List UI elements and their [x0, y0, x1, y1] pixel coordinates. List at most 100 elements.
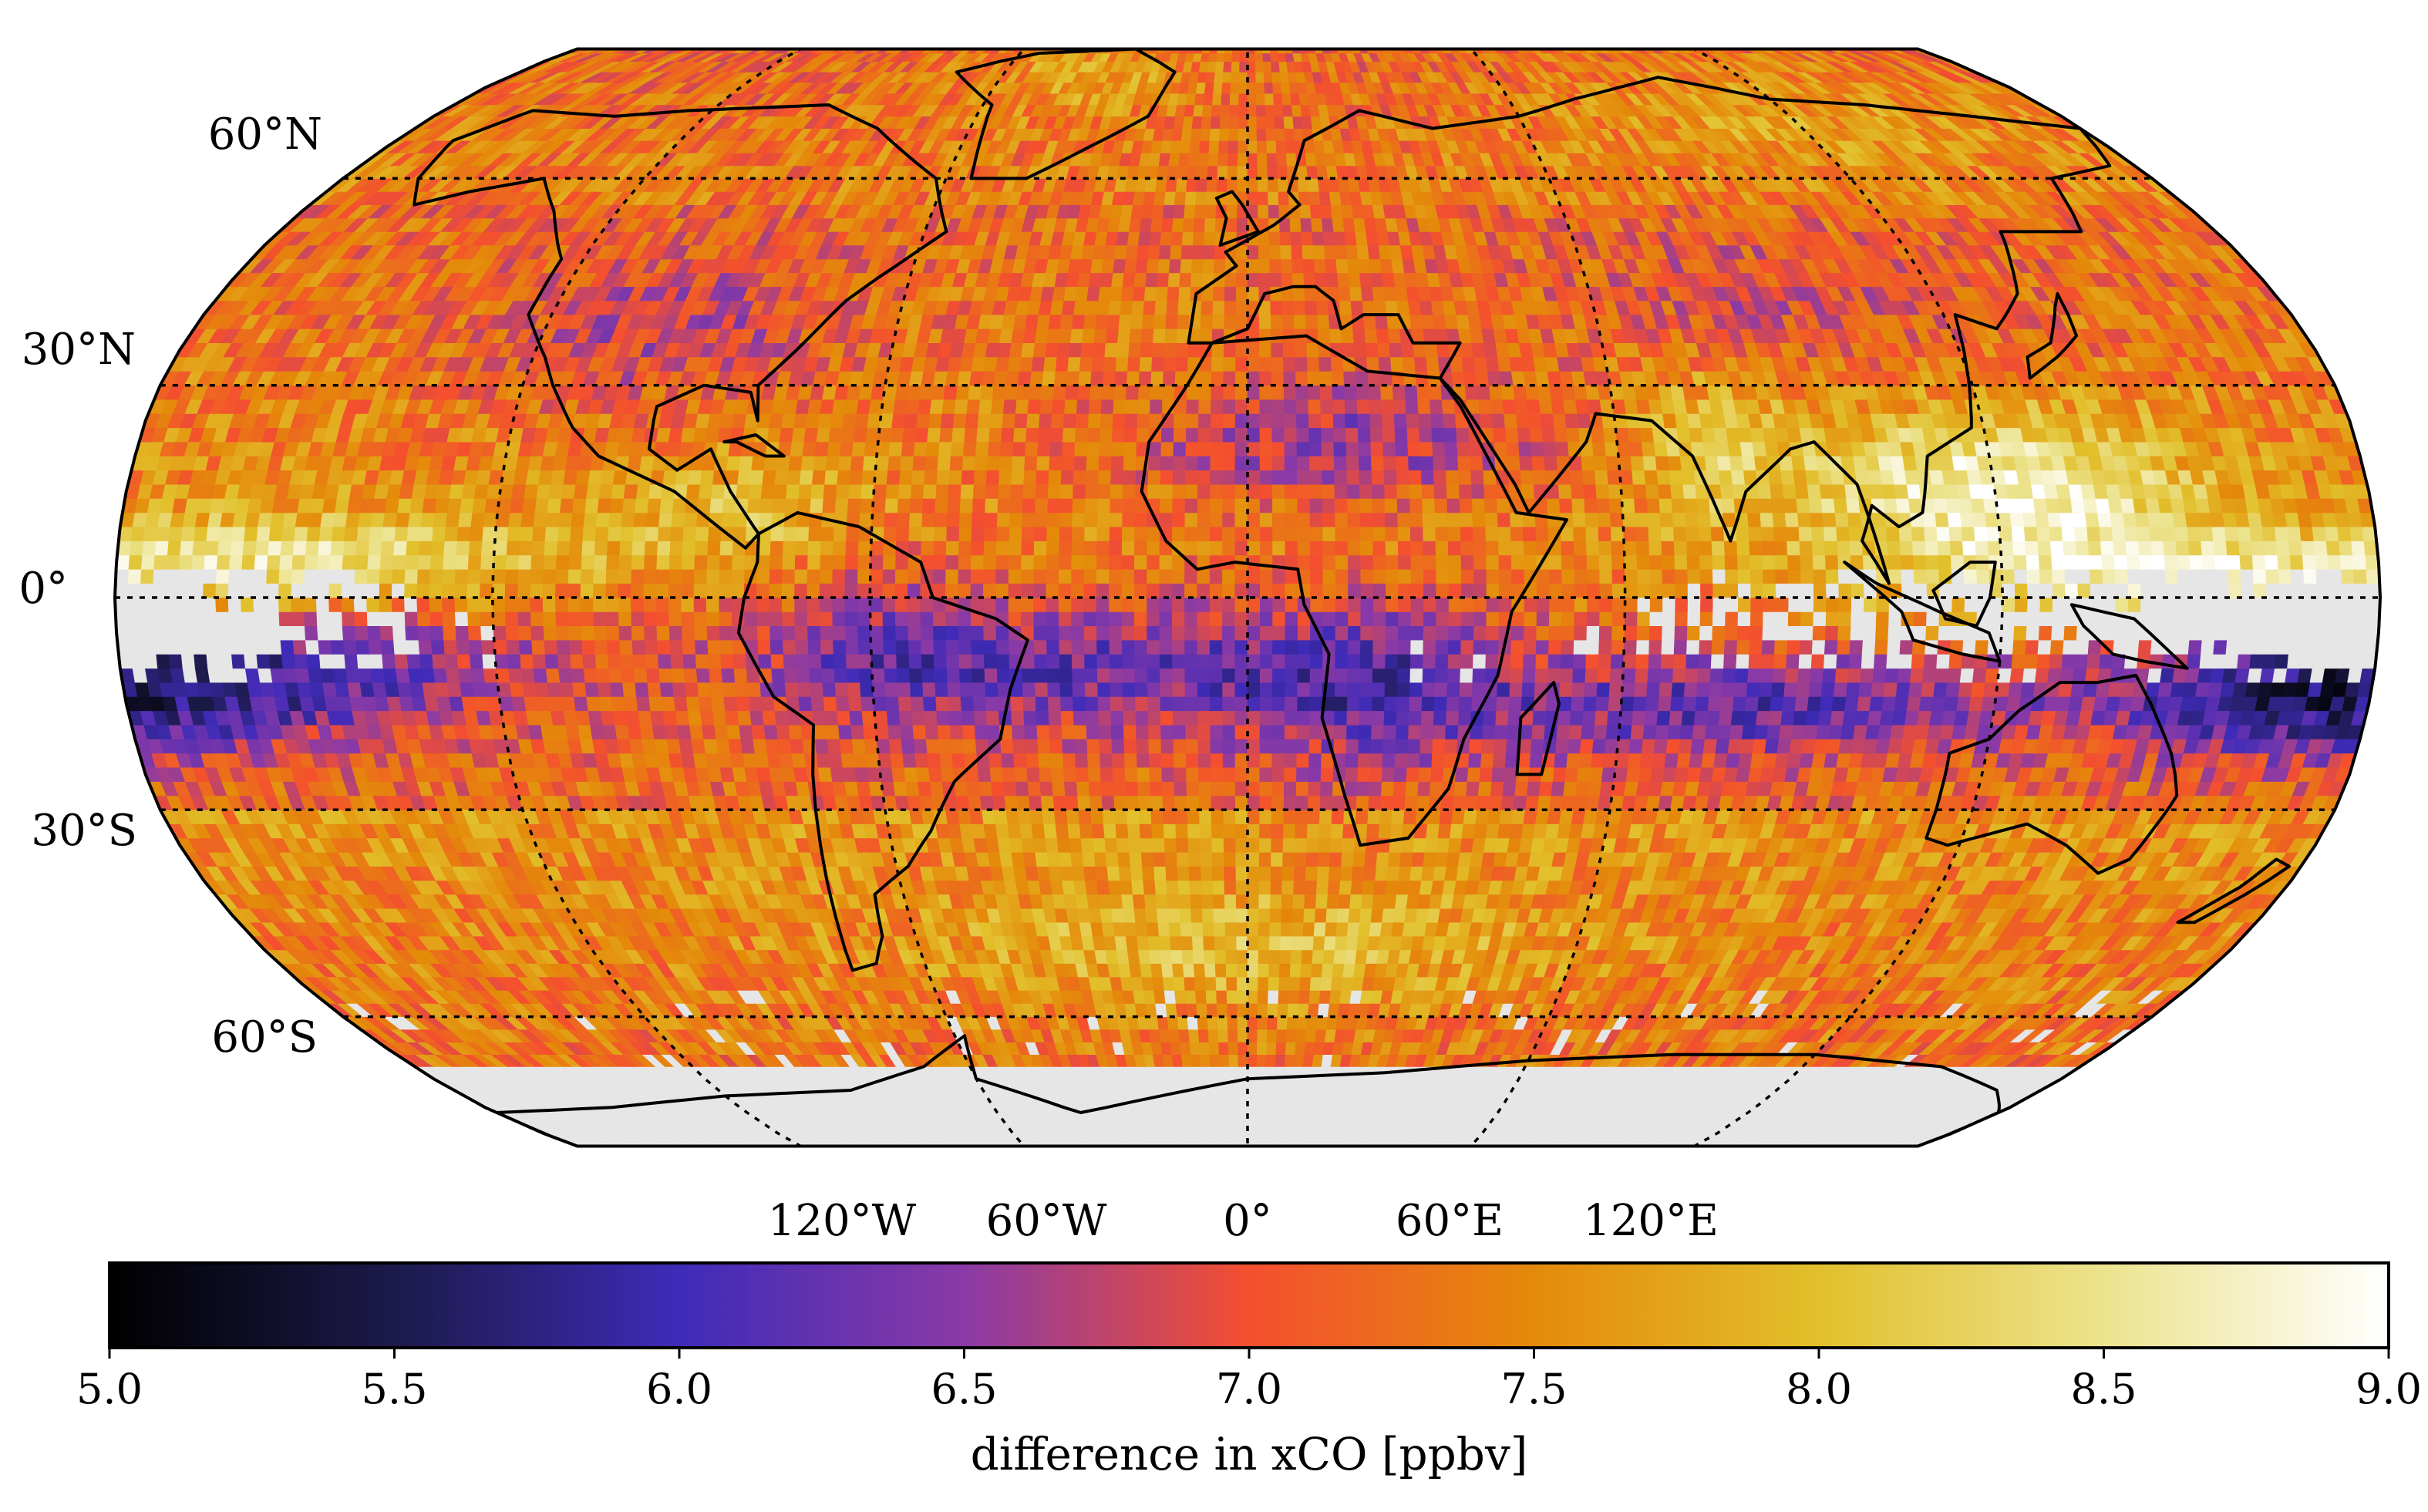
- grid-cell: [1216, 990, 1227, 1004]
- grid-cell: [1509, 1163, 1524, 1168]
- grid-cell: [1318, 990, 1332, 1004]
- grid-cell: [1290, 949, 1303, 964]
- grid-cell: [999, 1157, 1013, 1163]
- grid-cell: [1702, 1150, 1723, 1157]
- grid-cell: [816, 1150, 836, 1157]
- grid-cell: [1189, 880, 1202, 895]
- grid-cell: [1359, 908, 1373, 923]
- grid-cell: [1236, 921, 1248, 937]
- grid-cell: [779, 1157, 799, 1163]
- grid-cell: [1820, 1157, 1844, 1163]
- grid-cell: [1375, 1163, 1386, 1168]
- grid-cell: [1423, 852, 1437, 867]
- grid-cell: [1344, 1157, 1354, 1163]
- grid-cell: [1609, 1163, 1627, 1168]
- grid-cell: [1143, 894, 1157, 909]
- grid-cell: [1517, 1157, 1531, 1163]
- grid-cell: [1153, 1150, 1163, 1157]
- grid-cell: [1156, 908, 1170, 923]
- grid-cell: [1636, 1163, 1655, 1168]
- grid-cell: [1267, 1016, 1278, 1030]
- grid-cell: [1495, 1163, 1510, 1168]
- grid-cell: [1696, 1157, 1716, 1163]
- grid-cell: [1275, 1042, 1287, 1055]
- grid-cell: [1572, 1157, 1589, 1163]
- grid-cell: [1327, 1003, 1340, 1017]
- grid-cell: [861, 1163, 879, 1168]
- grid-cell: [1088, 908, 1103, 923]
- grid-cell: [1197, 1029, 1210, 1042]
- grid-cell: [1271, 837, 1284, 853]
- grid-cell: [1424, 837, 1439, 853]
- grid-cell: [1162, 976, 1175, 991]
- grid-cell: [1313, 921, 1327, 937]
- grid-cell: [1567, 1150, 1584, 1157]
- grid-cell: [665, 1157, 689, 1163]
- grid-cell: [1013, 866, 1028, 881]
- grid-cell: [1110, 894, 1123, 909]
- grid-cell: [801, 1150, 822, 1157]
- grid-cell: [1212, 1157, 1220, 1163]
- grid-cell: [1339, 880, 1352, 895]
- grid-cell: [1247, 852, 1260, 867]
- grid-cell: [1865, 1150, 1892, 1157]
- grid-cell: [1247, 1016, 1258, 1030]
- grid-cell: [611, 1150, 638, 1157]
- grid-cell: [1306, 1016, 1318, 1030]
- grid-cell: [1332, 963, 1345, 978]
- grid-cell: [1085, 880, 1099, 895]
- grid-cell: [1779, 1157, 1801, 1163]
- grid-cell: [1070, 1157, 1083, 1163]
- grid-cell: [1211, 837, 1224, 853]
- grid-cell: [708, 1157, 730, 1163]
- grid-cell: [973, 837, 988, 853]
- grid-cell: [651, 1157, 675, 1163]
- grid-cell: [1261, 1163, 1268, 1168]
- grid-cell: [1247, 880, 1260, 895]
- grid-cell: [875, 1163, 893, 1168]
- grid-cell: [1205, 990, 1217, 1004]
- grid-cell: [1599, 1157, 1617, 1163]
- grid-cell: [1817, 1163, 1840, 1168]
- grid-cell: [1489, 1150, 1504, 1157]
- grid-cell: [1709, 1163, 1730, 1168]
- grid-cell: [630, 1157, 655, 1163]
- grid-cell: [992, 1163, 1006, 1168]
- grid-cell: [1710, 1157, 1731, 1163]
- grid-cell: [837, 1150, 857, 1157]
- grid-cell: [806, 1163, 825, 1168]
- grid-cell: [1723, 1150, 1746, 1157]
- grid-cell: [1214, 963, 1227, 978]
- grid-cell: [944, 1163, 959, 1168]
- grid-cell: [1588, 1150, 1607, 1157]
- grid-cell: [1592, 1157, 1609, 1163]
- grid-cell: [1135, 921, 1149, 937]
- grid-cell: [1729, 1163, 1751, 1168]
- grid-cell: [1186, 1003, 1198, 1017]
- grid-cell: [1468, 1157, 1482, 1163]
- grid-cell: [1386, 1157, 1396, 1163]
- grid-cell: [1225, 949, 1238, 964]
- grid-cell: [942, 1157, 958, 1163]
- grid-cell: [1358, 1157, 1368, 1163]
- grid-cell: [1241, 1163, 1248, 1168]
- grid-cell: [1396, 880, 1410, 895]
- grid-cell: [1247, 963, 1259, 978]
- grid-cell: [1305, 1029, 1317, 1042]
- grid-cell: [1218, 1054, 1230, 1067]
- grid-cell: [1823, 1150, 1848, 1157]
- grid-cell: [1406, 894, 1420, 909]
- grid-cell: [1041, 1163, 1054, 1168]
- grid-cell: [648, 1163, 672, 1168]
- grid-cell: [1737, 1150, 1760, 1157]
- grid-cell: [1270, 880, 1283, 895]
- grid-cell: [757, 1150, 780, 1157]
- grid-cell: [1306, 837, 1320, 853]
- grid-cell: [889, 1150, 908, 1157]
- grid-cell: [1341, 852, 1355, 867]
- grid-cell: [1177, 1157, 1186, 1163]
- grid-cell: [1257, 990, 1269, 1004]
- grid-cell: [1105, 949, 1119, 964]
- grid-cell: [800, 1157, 820, 1163]
- grid-cell: [1082, 852, 1096, 867]
